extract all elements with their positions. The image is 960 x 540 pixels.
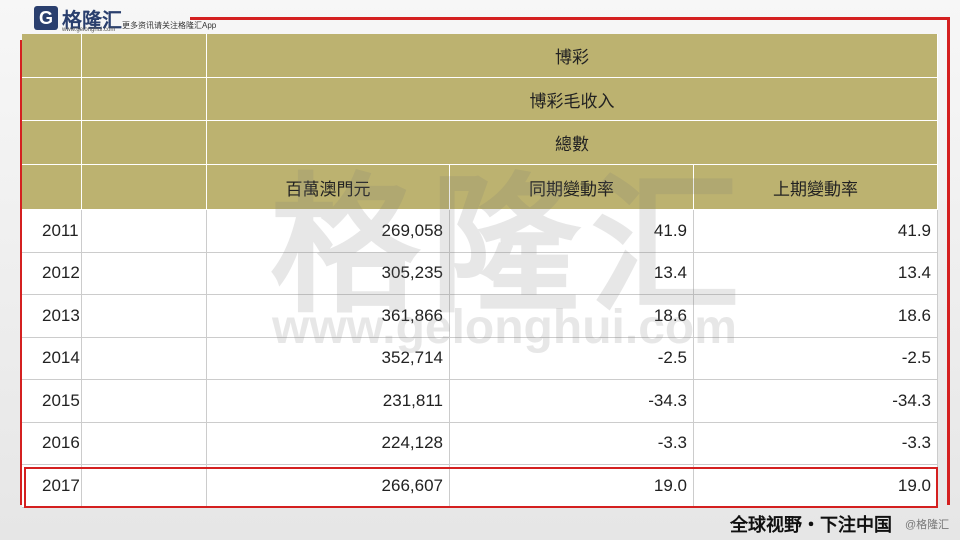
year-cell: 2011 [22, 210, 82, 253]
highlight [24, 467, 938, 508]
value-cell: 18.6 [450, 295, 694, 338]
column-header: 上期變動率 [694, 165, 938, 210]
column-header: 同期變動率 [450, 165, 694, 210]
value-cell: -2.5 [450, 337, 694, 380]
value-cell: 41.9 [694, 210, 938, 253]
year-cell: 2012 [22, 252, 82, 295]
header-blank [82, 121, 207, 165]
value-cell: 13.4 [450, 252, 694, 295]
value-cell: -3.3 [694, 422, 938, 465]
logo-box: G [34, 6, 58, 30]
footer-slogan: 全球视野・下注中国 [730, 515, 892, 535]
header-cell: 博彩毛收入 [207, 78, 938, 121]
column-header: 百萬澳門元 [207, 165, 450, 210]
value-cell: 19.0 [450, 465, 694, 508]
header-blank [22, 34, 82, 78]
blank-cell [82, 295, 207, 338]
year-cell: 2016 [22, 422, 82, 465]
value-cell: 19.0 [694, 465, 938, 508]
blank-cell [82, 252, 207, 295]
logo-text: 格隆汇 [62, 10, 122, 32]
logo-url: www.gelonghui.com [62, 27, 116, 33]
value-cell: -2.5 [694, 337, 938, 380]
value-cell: 305,235 [207, 252, 450, 295]
blank-cell [82, 380, 207, 423]
value-cell: 13.4 [694, 252, 938, 295]
value-cell: 231,811 [207, 380, 450, 423]
value-cell: 18.6 [694, 295, 938, 338]
value-cell: -3.3 [450, 422, 694, 465]
header-blank [22, 78, 82, 121]
year-cell: 2014 [22, 337, 82, 380]
year-cell: 2013 [22, 295, 82, 338]
blank-cell [82, 337, 207, 380]
header-blank [82, 78, 207, 121]
footer-credit: @格隆汇 [905, 519, 950, 531]
value-cell: 269,058 [207, 210, 450, 253]
header-blank [22, 121, 82, 165]
value-cell: -34.3 [694, 380, 938, 423]
blank-cell [82, 422, 207, 465]
frame-top [190, 17, 950, 20]
value-cell: -34.3 [450, 380, 694, 423]
slogan: 更多资讯请关注格隆汇App [122, 21, 217, 30]
header-blank [22, 165, 82, 210]
watermark-url: www.gelonghui.com [272, 301, 737, 354]
header-cell: 博彩 [207, 34, 938, 78]
value-cell: 224,128 [207, 422, 450, 465]
blank-cell [82, 210, 207, 253]
value-cell: 361,866 [207, 295, 450, 338]
frame-left [20, 40, 23, 505]
watermark-text: 格隆汇 [270, 162, 751, 330]
frame-right [947, 17, 950, 505]
value-cell: 41.9 [450, 210, 694, 253]
header-cell: 總數 [207, 121, 938, 165]
value-cell: 352,714 [207, 337, 450, 380]
header-blank [82, 34, 207, 78]
header-blank [82, 165, 207, 210]
year-cell: 2015 [22, 380, 82, 423]
